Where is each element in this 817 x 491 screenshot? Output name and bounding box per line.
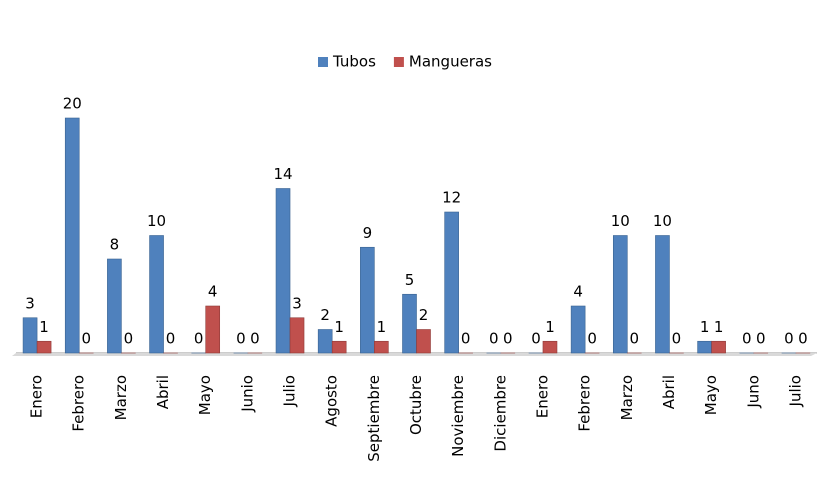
bar (331, 340, 347, 354)
data-label: 0 (124, 330, 134, 348)
data-label: 0 (461, 330, 471, 348)
legend-swatch (318, 57, 328, 67)
data-label: 10 (611, 212, 630, 230)
data-label: 0 (489, 330, 499, 348)
bar (711, 340, 726, 354)
x-tick-label: Marzo (112, 375, 130, 420)
data-label: 0 (250, 330, 260, 348)
x-tick-label: Mayo (702, 375, 720, 415)
data-label: 4 (573, 283, 583, 301)
bar (317, 329, 333, 354)
data-label: 10 (653, 212, 672, 230)
data-label: 4 (208, 283, 218, 301)
x-tick-label: Enero (533, 375, 551, 418)
data-label: 0 (503, 330, 513, 348)
bar (402, 293, 417, 354)
data-label: 20 (63, 95, 82, 113)
data-label: 3 (25, 294, 35, 312)
data-label: 0 (784, 330, 794, 348)
bar (22, 317, 38, 354)
x-tick-label: Julio (786, 375, 804, 407)
data-label: 0 (672, 330, 682, 348)
bar (289, 317, 305, 354)
x-tick-label: Febrero (70, 375, 88, 432)
data-label: 0 (531, 330, 541, 348)
data-label: 1 (545, 318, 555, 336)
bar (275, 188, 291, 354)
bar (542, 340, 558, 354)
x-tick-label: Agosto (323, 375, 341, 427)
x-tick-label: Diciembre (491, 375, 509, 452)
data-label: 0 (81, 330, 91, 348)
bar (697, 340, 712, 354)
data-label: 0 (742, 330, 752, 348)
data-label: 2 (320, 306, 330, 324)
bar (374, 340, 389, 354)
bar (36, 340, 52, 354)
data-label: 5 (405, 271, 415, 289)
data-label: 2 (419, 306, 429, 324)
x-tick-label: Febrero (576, 375, 594, 432)
x-tick-label: Mayo (196, 375, 214, 415)
data-label: 10 (147, 212, 166, 230)
bar (612, 235, 628, 354)
data-label: 1 (377, 318, 387, 336)
data-label: 0 (587, 330, 597, 348)
bar (149, 235, 164, 354)
bar (570, 305, 586, 354)
data-label: 9 (363, 224, 373, 242)
bar (655, 235, 670, 354)
x-tick-label: Octubre (407, 375, 425, 435)
data-label: 0 (236, 330, 246, 348)
data-label: 1 (714, 318, 724, 336)
data-label: 1 (334, 318, 344, 336)
x-tick-label: Septiembre (365, 375, 383, 462)
bar (205, 305, 221, 354)
data-label: 0 (756, 330, 766, 348)
legend-label: Mangueras (409, 53, 492, 71)
data-label: 12 (442, 189, 461, 207)
bar (360, 246, 375, 354)
bar (444, 211, 459, 354)
floor (12, 353, 817, 356)
bar (416, 329, 431, 354)
x-tick-label: Abril (660, 375, 678, 409)
bar (64, 117, 80, 354)
bar (107, 258, 122, 354)
legend-label: Tubos (332, 53, 376, 71)
x-tick-label: Noviembre (449, 375, 467, 457)
x-tick-label: Enero (28, 375, 46, 418)
data-label: 1 (700, 318, 710, 336)
x-tick-label: Abril (154, 375, 172, 409)
data-label: 0 (194, 330, 204, 348)
data-label: 1 (39, 318, 49, 336)
x-tick-label: Junio (238, 375, 256, 413)
data-label: 0 (630, 330, 640, 348)
data-label: 0 (166, 330, 176, 348)
data-label: 0 (798, 330, 808, 348)
data-label: 3 (292, 294, 302, 312)
data-label: 8 (110, 236, 120, 254)
data-label: 14 (273, 165, 292, 183)
legend-swatch (393, 57, 404, 67)
x-tick-label: Julio (281, 375, 299, 407)
x-tick-label: Marzo (618, 375, 636, 420)
x-tick-label: Juno (744, 375, 762, 409)
